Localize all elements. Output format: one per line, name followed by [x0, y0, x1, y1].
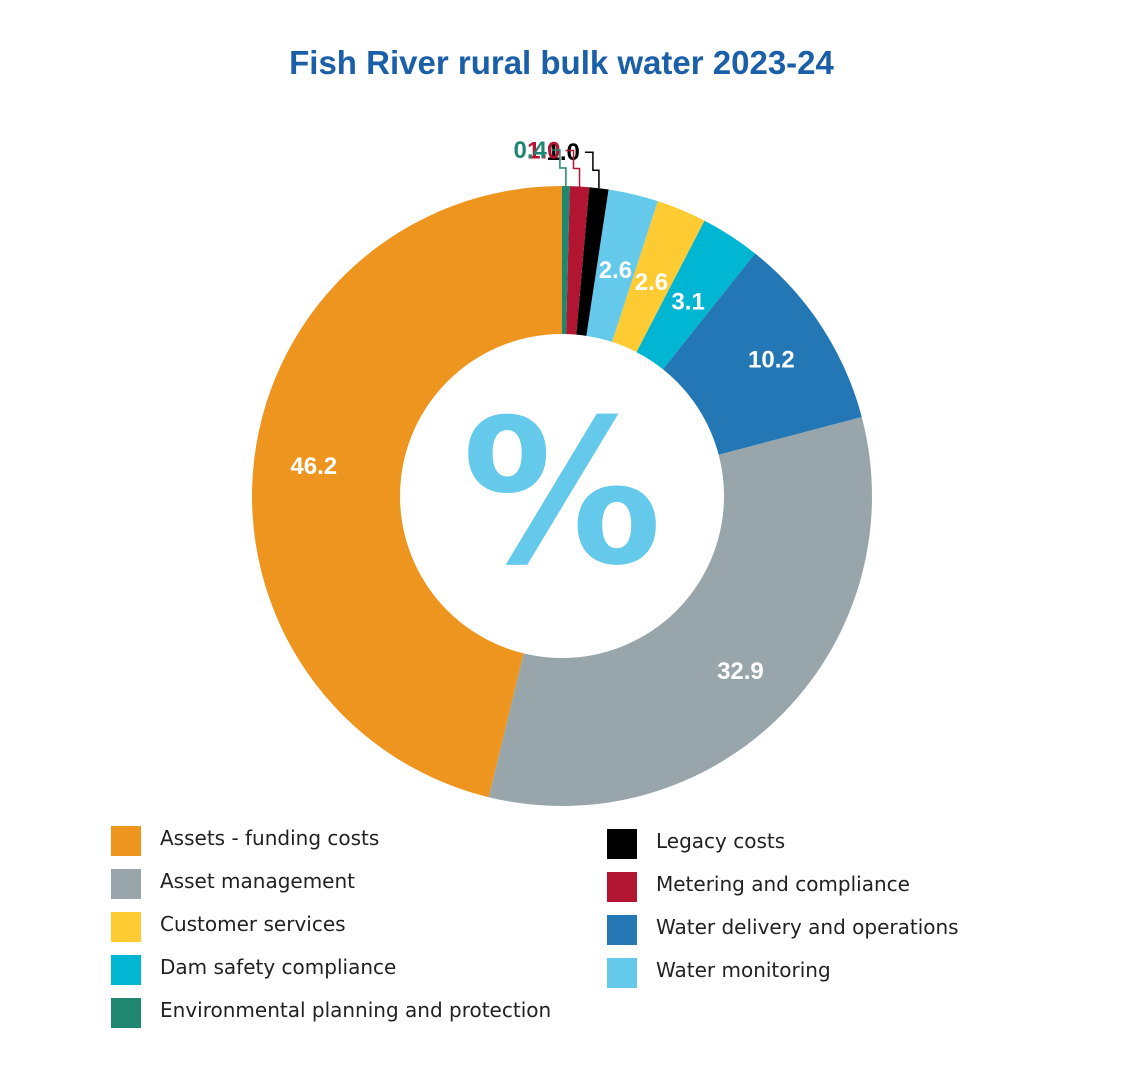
legend-swatch	[607, 872, 637, 902]
legend-label: Water delivery and operations	[656, 915, 959, 939]
legend-label: Metering and compliance	[656, 872, 910, 896]
legend-swatch	[111, 826, 141, 856]
slice-metering-and-compliance	[566, 186, 590, 335]
legend-swatch	[111, 955, 141, 985]
slice-label-customer-services: 2.6	[635, 269, 668, 296]
legend-label: Asset management	[160, 869, 355, 893]
callout-line-legacy-costs	[584, 151, 600, 189]
legend-swatch	[111, 869, 141, 899]
slice-label-dam-safety-compliance: 3.1	[671, 288, 704, 315]
legend-swatch	[111, 912, 141, 942]
slice-label-asset-management: 32.9	[717, 658, 764, 685]
chart-title: Fish River rural bulk water 2023-24	[289, 44, 834, 81]
legend-label: Dam safety compliance	[160, 955, 397, 979]
legend-label: Water monitoring	[656, 958, 831, 982]
callout-line-metering-and-compliance	[565, 149, 581, 187]
slice-label-environmental-planning-and-protection: 0.4	[514, 137, 548, 164]
slice-water-monitoring	[586, 189, 658, 342]
slice-label-water-delivery-and-operations: 10.2	[748, 346, 795, 373]
slice-label-legacy-costs: 1.0	[547, 139, 580, 166]
slice-label-assets-funding-costs: 46.2	[290, 453, 337, 480]
slice-dam-safety-compliance	[636, 220, 756, 370]
slice-label-metering-and-compliance: 1.0	[527, 137, 560, 164]
legend-label: Environmental planning and protection	[160, 998, 552, 1022]
center-percent-symbol: %	[462, 377, 662, 610]
slice-water-delivery-and-operations	[662, 253, 862, 455]
slice-asset-management	[488, 417, 872, 806]
slice-environmental-planning-and-protection	[562, 186, 570, 335]
legend-label: Customer services	[160, 912, 346, 936]
legend-label: Legacy costs	[656, 829, 786, 853]
legend-label: Assets - funding costs	[160, 826, 380, 850]
legend-swatch	[111, 998, 141, 1028]
legend-swatch	[607, 915, 637, 945]
callout-line-environmental-planning-and-protection	[551, 149, 567, 187]
legend-swatch	[607, 958, 637, 988]
slice-assets-funding-costs	[251, 186, 563, 798]
slice-customer-services	[612, 201, 705, 353]
slice-label-water-monitoring: 2.6	[599, 257, 632, 284]
legend-swatch	[607, 829, 637, 859]
slice-legacy-costs	[576, 187, 609, 336]
